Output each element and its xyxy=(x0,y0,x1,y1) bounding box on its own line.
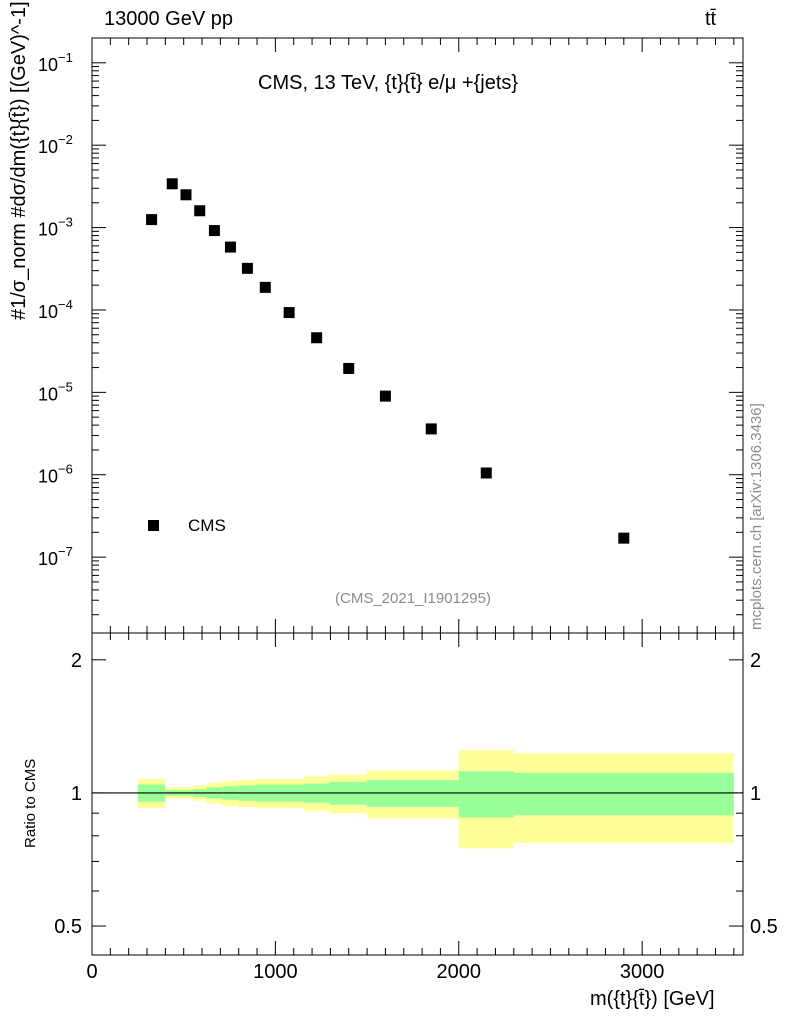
ratio-ylabel: Ratio to CMS xyxy=(22,758,39,848)
main-ytick-label: 10−4 xyxy=(38,297,73,322)
x-tick-label: 0 xyxy=(86,961,97,983)
data-point xyxy=(425,423,437,435)
data-point xyxy=(311,332,323,344)
ratio-band-inner xyxy=(458,771,514,818)
main-ytick-label: 10−2 xyxy=(38,132,73,157)
ratio-ytick-label: 1 xyxy=(71,783,82,805)
data-point xyxy=(241,262,253,274)
data-point xyxy=(283,307,295,319)
ratio-ytick-label-right: 2 xyxy=(750,650,761,672)
data-point xyxy=(480,467,492,479)
x-axis-label: m({t}{t̄}) [GeV] xyxy=(590,988,715,1010)
plot-title: CMS, 13 TeV, {t}{t̄} e/μ +{jets} xyxy=(258,72,519,94)
x-tick-label: 1000 xyxy=(253,961,298,983)
legend-label: CMS xyxy=(188,516,226,535)
ratio-ytick-label: 0.5 xyxy=(54,916,82,938)
header-left: 13000 GeV pp xyxy=(104,8,233,30)
ratio-ytick-label-right: 1 xyxy=(750,783,761,805)
main-ytick-label: 10−7 xyxy=(38,544,73,569)
side-label: mcplots.cern.ch [arXiv:1306.3436] xyxy=(748,403,765,630)
data-point xyxy=(259,281,271,293)
main-ytick-label: 10−1 xyxy=(38,50,73,75)
ratio-ytick-label-right: 0.5 xyxy=(750,916,778,938)
data-point xyxy=(379,390,391,402)
analysis-watermark: (CMS_2021_I1901295) xyxy=(335,590,491,607)
ratio-band-inner xyxy=(513,772,734,816)
main-ytick-label: 10−6 xyxy=(38,462,73,487)
x-tick-label: 3000 xyxy=(620,961,665,983)
data-point xyxy=(208,225,220,237)
data-point xyxy=(180,189,192,201)
main-ylabel: #1/σ_norm #dσ/dm({t}{t̄}) [(GeV)^-1] xyxy=(8,1,30,320)
data-point xyxy=(166,178,178,190)
header-right: tt̄ xyxy=(705,8,717,30)
main-ytick-label: 10−3 xyxy=(38,215,73,240)
x-tick-label: 2000 xyxy=(437,961,482,983)
legend-marker xyxy=(148,520,159,531)
data-point xyxy=(194,205,206,217)
data-point xyxy=(343,362,355,374)
data-point xyxy=(224,241,236,253)
main-ytick-label: 10−5 xyxy=(38,379,73,404)
data-point xyxy=(146,214,158,226)
ratio-ytick-label: 2 xyxy=(71,650,82,672)
main-frame xyxy=(91,37,744,634)
ratio-frame xyxy=(91,632,744,956)
data-point xyxy=(618,532,630,544)
